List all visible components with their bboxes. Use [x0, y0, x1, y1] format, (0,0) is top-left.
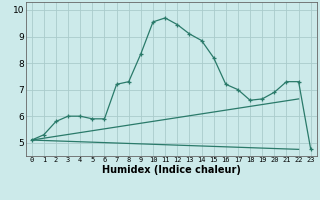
- X-axis label: Humidex (Indice chaleur): Humidex (Indice chaleur): [102, 165, 241, 175]
